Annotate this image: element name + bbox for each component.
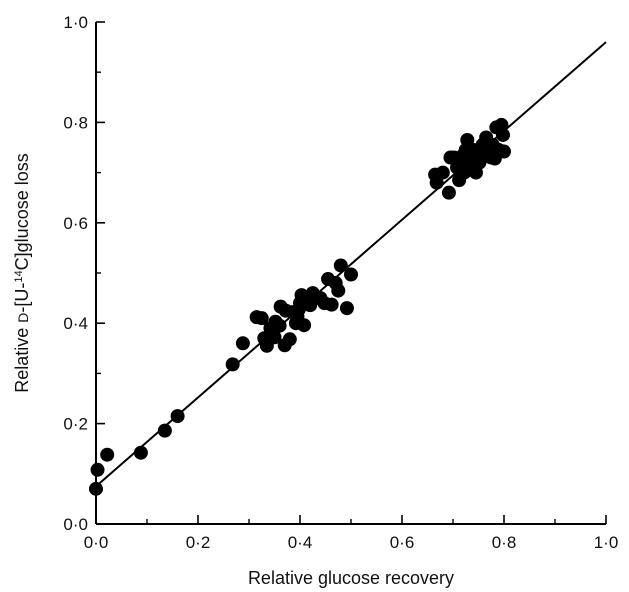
data-point: [495, 127, 510, 142]
y-tick-label: 1·0: [63, 13, 88, 32]
data-point: [441, 185, 456, 200]
x-tick-label: 0·8: [492, 533, 517, 552]
data-point: [333, 258, 348, 273]
y-tick-label: 0·0: [63, 515, 88, 534]
x-tick-label: 0·6: [390, 533, 415, 552]
data-point: [170, 409, 185, 424]
data-point: [339, 301, 354, 316]
x-tick-label: 0·2: [186, 533, 211, 552]
data-point: [282, 332, 297, 347]
x-tick-label: 0·0: [84, 533, 109, 552]
y-tick-label: 0·4: [63, 314, 88, 333]
y-axis-title-middle: -[U-: [12, 283, 32, 313]
data-point: [225, 357, 240, 372]
data-point: [435, 165, 450, 180]
y-axis-title-superscript: 14: [13, 270, 25, 282]
x-axis-title: Relative glucose recovery: [248, 568, 454, 588]
data-point: [100, 447, 115, 462]
x-tick-label: 0·4: [288, 533, 313, 552]
data-point: [460, 132, 475, 147]
y-axis-title-prefix: Relative: [12, 323, 32, 393]
data-point: [90, 462, 105, 477]
data-point: [331, 283, 346, 298]
y-tick-label: 0·6: [63, 214, 88, 233]
data-point: [133, 445, 148, 460]
data-point: [235, 336, 250, 351]
data-point: [497, 144, 511, 159]
axes: 0·0 0·2 0·4 0·6 0·8 1·0 0·0 0·2 0·4 0·6 0·8 1·0: [63, 13, 618, 552]
data-point: [297, 318, 312, 333]
data-point: [272, 318, 287, 333]
y-tick-label: 0·2: [63, 415, 88, 434]
data-point: [324, 297, 339, 312]
data-point: [267, 330, 282, 345]
data-point: [344, 267, 358, 282]
y-axis-title: Relative D-[U-14C]glucose loss: [12, 153, 32, 392]
x-tick-label: 1·0: [594, 533, 619, 552]
data-point: [429, 175, 444, 190]
y-axis-title-suffix: C]glucose loss: [12, 153, 32, 270]
y-tick-label: 0·8: [63, 113, 88, 132]
data-point: [254, 311, 269, 326]
data-point: [157, 423, 172, 438]
plot-area: [89, 41, 607, 496]
y-axis-title-small-caps-d: D: [15, 313, 31, 323]
